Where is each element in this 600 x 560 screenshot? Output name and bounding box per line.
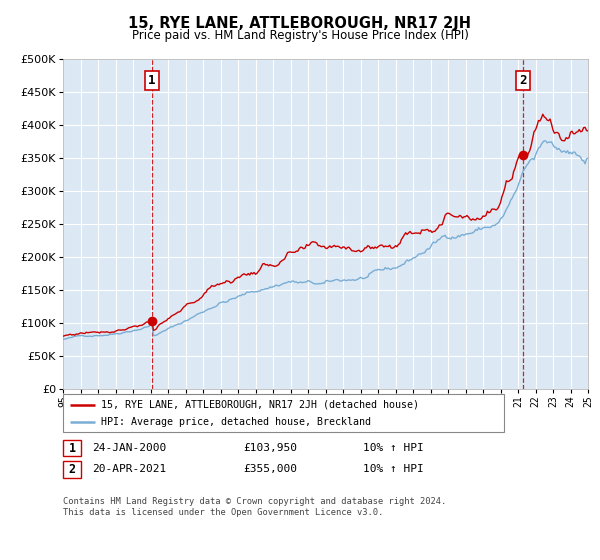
Text: 20-APR-2021: 20-APR-2021 <box>92 464 166 474</box>
Text: 10% ↑ HPI: 10% ↑ HPI <box>363 443 424 453</box>
Text: Contains HM Land Registry data © Crown copyright and database right 2024.
This d: Contains HM Land Registry data © Crown c… <box>63 497 446 517</box>
Text: 2: 2 <box>520 74 527 87</box>
Text: 2: 2 <box>68 463 76 476</box>
Text: £355,000: £355,000 <box>243 464 297 474</box>
Text: £103,950: £103,950 <box>243 443 297 453</box>
Text: 15, RYE LANE, ATTLEBOROUGH, NR17 2JH: 15, RYE LANE, ATTLEBOROUGH, NR17 2JH <box>128 16 472 31</box>
Text: Price paid vs. HM Land Registry's House Price Index (HPI): Price paid vs. HM Land Registry's House … <box>131 29 469 42</box>
Text: 24-JAN-2000: 24-JAN-2000 <box>92 443 166 453</box>
Text: 10% ↑ HPI: 10% ↑ HPI <box>363 464 424 474</box>
Text: 1: 1 <box>68 441 76 455</box>
Text: 1: 1 <box>148 74 155 87</box>
Text: HPI: Average price, detached house, Breckland: HPI: Average price, detached house, Brec… <box>101 417 371 427</box>
Text: 15, RYE LANE, ATTLEBOROUGH, NR17 2JH (detached house): 15, RYE LANE, ATTLEBOROUGH, NR17 2JH (de… <box>101 400 419 410</box>
